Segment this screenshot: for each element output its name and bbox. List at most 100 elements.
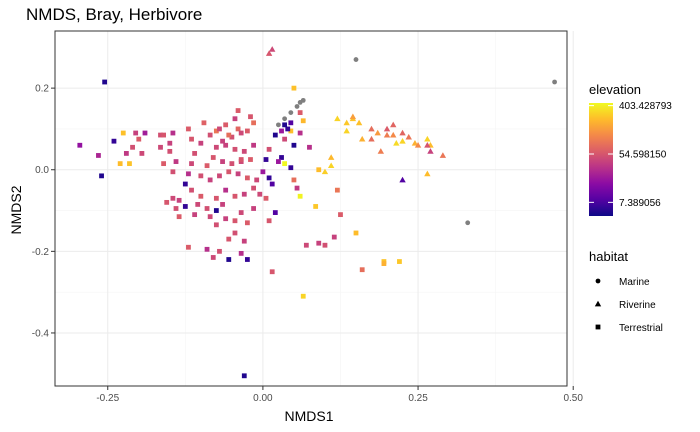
point-terrestrial: [164, 199, 170, 205]
point-terrestrial: [300, 293, 306, 299]
point-terrestrial: [251, 120, 256, 126]
point-riverine: [265, 50, 273, 56]
y-tick-label: 0.0: [35, 165, 49, 176]
point-terrestrial: [217, 126, 222, 132]
point-terrestrial: [226, 132, 232, 138]
colorbar-label: 7.389056: [619, 198, 661, 209]
point-terrestrial: [334, 187, 340, 193]
shape-legend-title: habitat: [589, 249, 628, 264]
point-terrestrial: [226, 236, 232, 242]
point-terrestrial: [297, 193, 303, 199]
point-terrestrial: [189, 136, 194, 142]
point-terrestrial: [282, 161, 288, 167]
point-riverine: [414, 142, 422, 148]
shape-legend-label: Marine: [619, 277, 650, 288]
point-terrestrial: [117, 161, 123, 167]
x-axis: -0.25 0.00 0.25 0.50: [96, 386, 583, 404]
point-terrestrial: [331, 234, 337, 240]
shape-legend-label: Riverine: [619, 300, 656, 311]
point-riverine: [343, 119, 350, 126]
point-riverine: [399, 129, 406, 136]
point-terrestrial: [99, 173, 104, 179]
point-terrestrial: [207, 177, 213, 183]
point-riverine: [405, 133, 412, 140]
point-riverine: [427, 148, 434, 154]
shape-legend-keys: Marine Riverine Terrestrial: [594, 277, 663, 334]
point-terrestrial: [186, 244, 191, 250]
point-terrestrial: [251, 206, 256, 211]
point-terrestrial: [279, 128, 284, 134]
point-terrestrial: [226, 257, 232, 262]
x-tick-label: 0.25: [408, 393, 428, 404]
point-terrestrial: [276, 159, 281, 164]
point-terrestrial: [282, 122, 288, 128]
point-terrestrial: [111, 138, 117, 144]
point-terrestrial: [241, 373, 247, 379]
point-terrestrial: [186, 171, 191, 177]
point-terrestrial: [251, 185, 256, 191]
colorbar-label: 403.428793: [619, 101, 672, 112]
point-terrestrial: [235, 171, 241, 177]
point-terrestrial: [213, 222, 219, 228]
point-riverine: [368, 135, 375, 142]
shape-legend-key-circle: [595, 278, 601, 284]
point-terrestrial: [220, 138, 225, 144]
point-terrestrial: [291, 142, 297, 148]
point-terrestrial: [397, 259, 402, 264]
point-terrestrial: [229, 134, 235, 140]
point-riverine: [269, 46, 276, 52]
point-terrestrial: [201, 120, 207, 126]
point-riverine: [343, 127, 350, 134]
point-terrestrial: [198, 140, 204, 146]
x-tick-label: -0.25: [96, 393, 119, 404]
point-terrestrial: [133, 130, 139, 136]
point-terrestrial: [297, 130, 303, 136]
point-terrestrial: [229, 161, 235, 167]
point-terrestrial: [235, 126, 241, 132]
point-terrestrial: [248, 114, 253, 120]
point-terrestrial: [254, 177, 260, 183]
point-terrestrial: [139, 151, 145, 156]
point-terrestrial: [204, 163, 210, 169]
colorbar-ticks: 403.428793 54.598150 7.389056: [589, 101, 672, 209]
point-terrestrial: [322, 242, 328, 248]
point-terrestrial: [291, 85, 297, 91]
colorbar: [589, 103, 613, 216]
point-terrestrial: [263, 195, 269, 201]
point-terrestrial: [294, 185, 300, 191]
point-terrestrial: [272, 132, 278, 138]
point-terrestrial: [217, 248, 222, 254]
point-terrestrial: [127, 161, 132, 167]
point-riverine: [424, 142, 431, 148]
point-terrestrial: [96, 153, 101, 158]
point-terrestrial: [161, 161, 167, 167]
point-terrestrial: [204, 206, 210, 211]
point-terrestrial: [207, 214, 213, 220]
plot-panel: [54, 30, 574, 387]
point-terrestrial: [223, 187, 229, 193]
colorbar-label: 54.598150: [619, 149, 667, 160]
point-terrestrial: [282, 136, 288, 142]
shape-legend-key-triangle: [594, 300, 602, 307]
point-terrestrial: [235, 108, 241, 113]
point-terrestrial: [170, 169, 176, 175]
point-terrestrial: [244, 175, 250, 181]
point-terrestrial: [353, 230, 359, 236]
point-riverine: [377, 148, 385, 154]
point-marine: [294, 104, 300, 109]
point-riverine: [383, 131, 391, 138]
point-terrestrial: [260, 169, 266, 175]
point-terrestrial: [123, 151, 129, 156]
point-terrestrial: [161, 132, 167, 138]
chart-title: NMDS, Bray, Herbivore: [26, 5, 202, 24]
point-terrestrial: [248, 157, 253, 162]
point-terrestrial: [217, 173, 222, 179]
point-terrestrial: [167, 140, 173, 146]
point-riverine: [327, 154, 335, 160]
point-terrestrial: [297, 110, 303, 116]
point-terrestrial: [232, 146, 238, 152]
point-terrestrial: [226, 169, 232, 175]
point-terrestrial: [223, 122, 229, 128]
point-terrestrial: [244, 257, 250, 262]
